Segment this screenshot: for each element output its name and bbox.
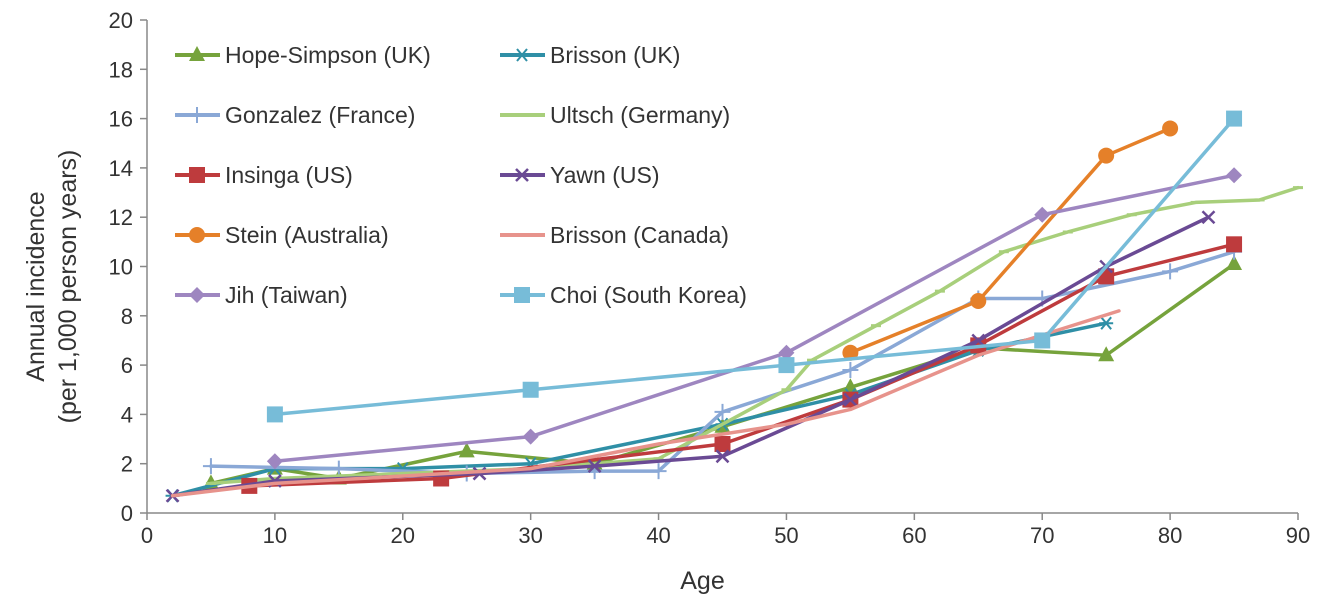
data-point-choi-south-korea [1034,332,1051,349]
data-point-jih-taiwan [1034,206,1051,223]
legend-item: Choi (South Korea) [500,282,747,308]
data-point-hope-simpson-uk [458,442,475,458]
legend-swatch-marker [189,227,205,243]
data-point-gonzalez-france [330,460,347,477]
data-point-gonzalez-france [202,458,219,475]
x-tick-label: 60 [902,523,926,548]
legend-label: Jih (Taiwan) [225,282,348,308]
legend-swatch-marker [189,287,205,303]
x-tick-label: 80 [1158,523,1182,548]
data-point-insinga-us [714,435,731,452]
data-point-yawn-us [843,392,858,407]
series-line-brisson-canada [170,309,1121,498]
legend-label: Brisson (Canada) [550,222,729,248]
data-point-yawn-us [1201,210,1216,225]
series-choi-south-korea [266,110,1243,423]
y-axis-title: (per 1,000 person years) [54,150,82,424]
legend-swatch-marker [189,46,205,61]
legend-label: Choi (South Korea) [550,282,747,308]
data-point-gonzalez-france [842,362,859,379]
data-point-hope-simpson-uk [1226,255,1243,271]
data-point-choi-south-korea [778,357,795,374]
legend-item: Jih (Taiwan) [175,282,348,308]
legend-item: Yawn (US) [500,162,660,188]
data-point-jih-taiwan [522,428,539,445]
data-point-yawn-us [587,459,602,474]
series-jih-taiwan [266,167,1243,470]
y-tick-label: 12 [109,205,133,230]
legend-label: Gonzalez (France) [225,102,415,128]
legend-swatch-marker [515,168,529,182]
data-point-jih-taiwan [266,453,283,470]
x-tick-label: 20 [391,523,415,548]
data-point-insinga-us [1226,236,1243,253]
legend-label: Ultsch (Germany) [550,102,730,128]
series-line-choi-south-korea [273,116,1236,417]
data-point-stein-australia [1098,147,1115,164]
legend-label: Insinga (US) [225,162,353,188]
series-brisson-canada [170,309,1121,498]
y-tick-label: 6 [121,353,133,378]
x-axis-title: Age [680,567,724,595]
data-point-gonzalez-france [650,463,667,480]
legend-item: Ultsch (Germany) [500,102,730,128]
legend: Hope-Simpson (UK) Brisson (UK) Gonzalez (F… [175,42,747,308]
y-tick-label: 18 [109,57,133,82]
x-tick-label: 0 [141,523,153,548]
legend-label: Brisson (UK) [550,42,680,68]
data-point-gonzalez-france [714,403,731,420]
legend-item: Hope-Simpson (UK) [175,42,431,68]
x-tick-label: 30 [518,523,542,548]
x-tick-label: 90 [1286,523,1310,548]
legend-item: Insinga (US) [175,162,353,188]
legend-swatch-marker [515,48,529,62]
legend-swatch-marker [189,167,205,183]
x-tick-label: 40 [646,523,670,548]
data-point-jih-taiwan [778,344,795,361]
y-tick-label: 8 [121,304,133,329]
x-tick-label: 10 [263,523,287,548]
series-line-stein-australia [848,126,1172,355]
y-tick-label: 4 [121,402,133,427]
x-tick-label: 50 [774,523,798,548]
data-point-gonzalez-france [1162,263,1179,280]
data-point-yawn-us [715,449,730,464]
data-point-choi-south-korea [266,406,283,423]
data-point-stein-australia [1162,120,1179,137]
data-point-yawn-us [472,466,487,481]
legend-label: Yawn (US) [550,162,660,188]
y-tick-label: 20 [109,8,133,33]
series-line-yawn-us [170,215,1211,498]
y-tick-label: 10 [109,255,133,280]
data-point-hope-simpson-uk [1098,346,1115,362]
legend-swatch-marker [514,287,530,303]
legend-item: Brisson (Canada) [500,222,729,248]
legend-label: Stein (Australia) [225,222,389,248]
y-tick-label: 16 [109,107,133,132]
y-tick-label: 0 [121,501,133,526]
data-point-jih-taiwan [1226,167,1243,184]
series-stein-australia [842,120,1179,361]
data-point-choi-south-korea [1226,110,1243,127]
data-point-stein-australia [970,293,987,310]
x-tick-label: 70 [1030,523,1054,548]
y-tick-label: 14 [109,156,133,181]
data-point-choi-south-korea [522,381,539,398]
data-point-yawn-us [971,333,986,348]
legend-item: Brisson (UK) [500,42,680,68]
legend-label: Hope-Simpson (UK) [225,42,431,68]
y-tick-label: 2 [121,452,133,477]
data-point-brisson-uk [1099,316,1114,330]
legend-item: Stein (Australia) [175,222,389,248]
data-point-stein-australia [842,344,859,361]
y-axis-title: Annual incidence [22,191,50,381]
legend-swatch-marker [189,107,205,123]
legend-item: Gonzalez (France) [175,102,415,128]
